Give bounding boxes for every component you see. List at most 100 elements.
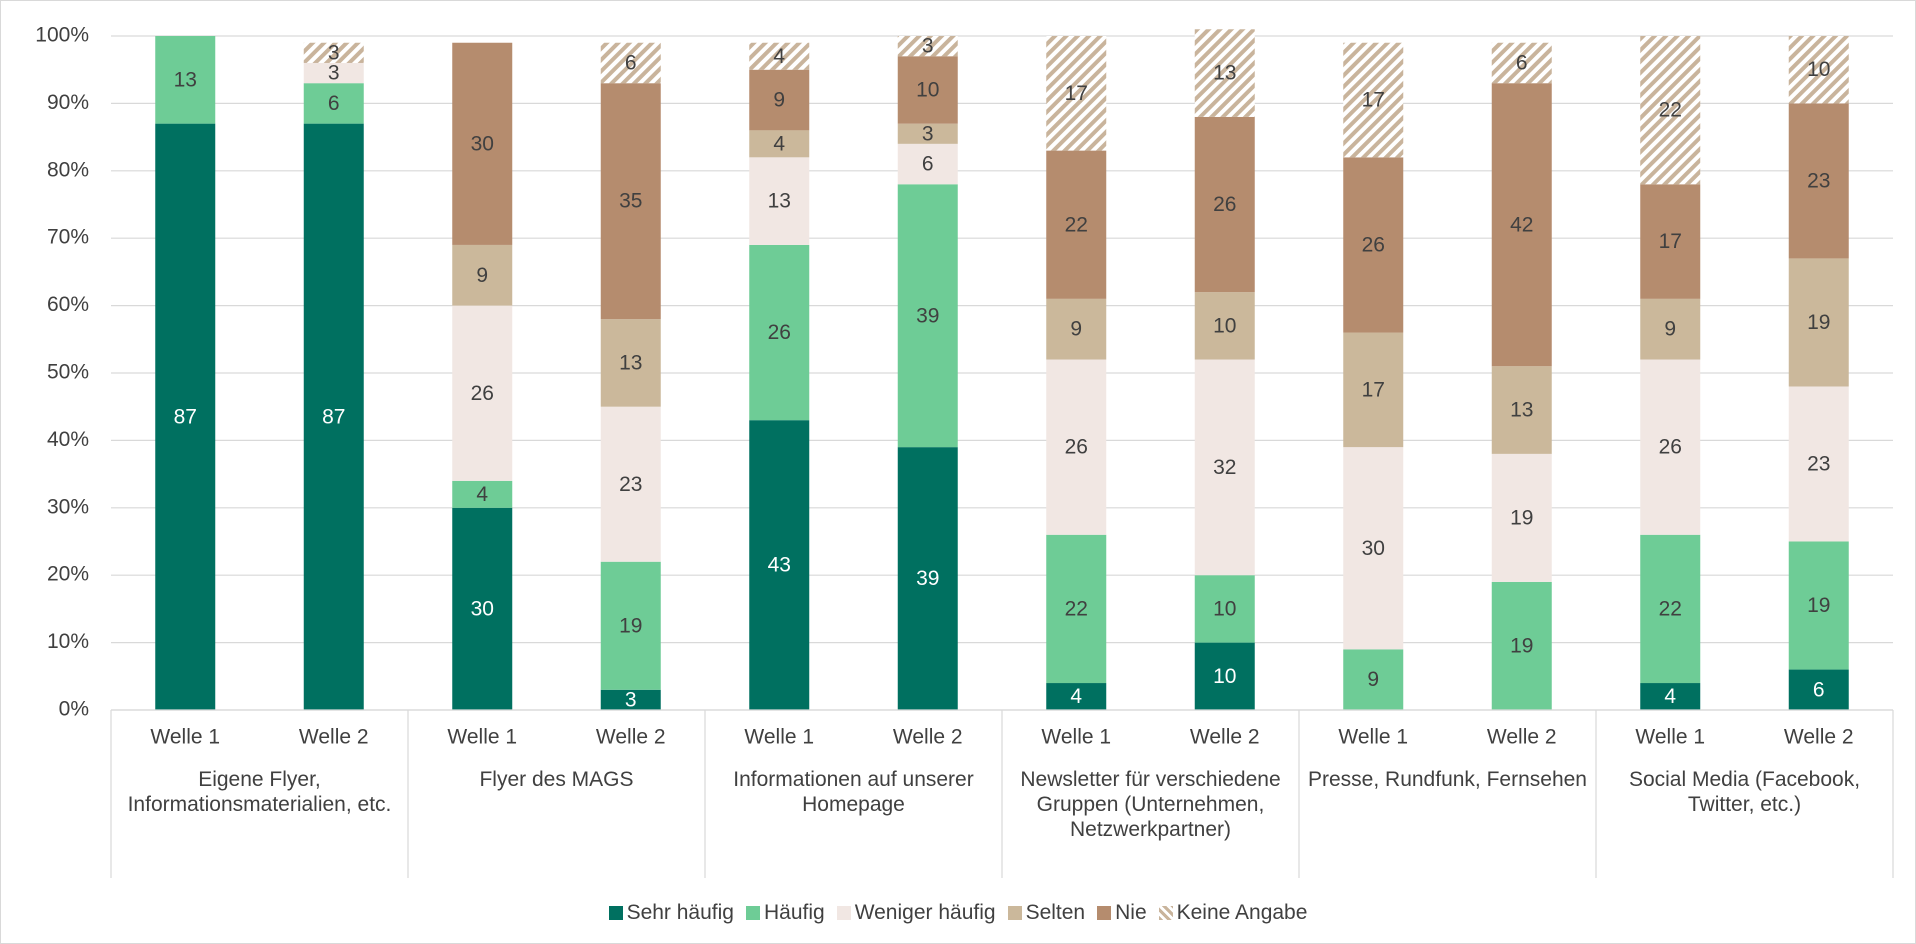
bar-segment	[1194, 292, 1255, 360]
data-label: 23	[1807, 169, 1830, 192]
bar-segment	[303, 42, 364, 63]
data-label: 17	[1362, 89, 1385, 112]
y-tick-label: 50%	[47, 361, 89, 384]
bar-segment	[1640, 683, 1701, 710]
bar-segment	[155, 36, 216, 124]
bar-segment	[452, 305, 513, 481]
data-label: 19	[1807, 594, 1830, 617]
group-label: Informationen auf unserer Homepage	[733, 768, 974, 816]
legend-label: Selten	[1025, 901, 1086, 924]
legend-label: Weniger häufig	[854, 901, 996, 924]
data-label: 42	[1510, 213, 1533, 236]
group-label: Flyer des MAGS	[479, 768, 634, 791]
bar-segment	[1640, 359, 1701, 535]
data-label: 4	[773, 45, 785, 68]
data-label: 22	[1659, 597, 1682, 620]
data-label: 30	[471, 597, 494, 620]
bar-segment	[155, 123, 216, 711]
x-tick-label: Welle 1	[1635, 726, 1705, 749]
bar-segment	[897, 36, 958, 57]
data-label: 17	[1659, 230, 1682, 253]
bar-segment	[1640, 36, 1701, 185]
data-label: 30	[1362, 537, 1385, 560]
y-tick-label: 40%	[47, 428, 89, 451]
x-tick-label: Welle 2	[1784, 726, 1854, 749]
bar-segment	[452, 42, 513, 245]
data-label: 6	[1516, 52, 1528, 75]
bar-segment	[897, 143, 958, 185]
bar-segment	[1788, 541, 1849, 670]
legend-label: Nie	[1115, 901, 1147, 924]
legend-item: Keine Angabe	[1158, 901, 1308, 925]
legend-item: Selten	[1007, 901, 1086, 925]
bar-segment	[600, 319, 661, 407]
bar-segment	[749, 244, 810, 421]
data-label: 4	[476, 483, 488, 506]
x-tick-label: Welle 2	[893, 726, 963, 749]
bar-segment	[749, 130, 810, 158]
bar-segment	[1788, 669, 1849, 710]
bar-segment	[1343, 649, 1404, 710]
legend-item: Häufig	[745, 901, 825, 925]
bar-segment	[1343, 157, 1404, 333]
legend-item: Sehr häufig	[608, 901, 734, 925]
bar-segment	[303, 83, 364, 124]
legend-label: Keine Angabe	[1176, 901, 1308, 924]
bar-segment	[600, 406, 661, 562]
data-label: 4	[773, 132, 785, 155]
bar-segment	[1194, 116, 1255, 293]
bar-segment	[1046, 298, 1107, 360]
y-tick-label: 80%	[47, 158, 89, 181]
bar-segment	[1788, 258, 1849, 387]
data-label: 3	[328, 41, 340, 64]
y-tick-label: 60%	[47, 293, 89, 316]
y-tick-label: 10%	[47, 630, 89, 653]
bar-segment	[749, 69, 810, 131]
data-label: 17	[1362, 378, 1385, 401]
legend-item: Nie	[1097, 901, 1147, 925]
bar-segment	[1640, 534, 1701, 684]
data-label: 22	[1065, 597, 1088, 620]
data-label: 6	[328, 92, 340, 115]
data-label: 26	[1065, 436, 1088, 459]
data-label: 9	[1070, 318, 1082, 341]
data-label: 19	[619, 614, 642, 637]
data-label: 26	[471, 382, 494, 405]
bar-segment	[1491, 453, 1552, 582]
bar-segment	[897, 123, 958, 144]
data-label: 6	[625, 52, 637, 75]
bar-segment	[1046, 359, 1107, 535]
data-label: 4	[1070, 685, 1082, 708]
bar-segment	[452, 480, 513, 508]
y-tick-label: 70%	[47, 226, 89, 249]
legend-swatch	[1158, 906, 1173, 920]
x-tick-label: Welle 2	[1190, 726, 1260, 749]
x-tick-label: Welle 1	[150, 726, 220, 749]
bar-segment	[1788, 386, 1849, 542]
bar-segment	[1194, 575, 1255, 643]
data-label: 32	[1213, 456, 1236, 479]
data-label: 9	[1664, 318, 1676, 341]
data-label: 39	[916, 304, 939, 327]
x-tick-label: Welle 2	[299, 726, 369, 749]
bar-segment	[452, 244, 513, 306]
data-label: 23	[1807, 453, 1830, 476]
data-label: 9	[773, 89, 785, 112]
data-label: 9	[476, 264, 488, 287]
bar-segment	[1491, 83, 1552, 367]
data-label: 3	[625, 688, 637, 711]
data-label: 10	[1807, 58, 1830, 81]
legend-swatch	[1007, 906, 1022, 920]
data-label: 22	[1065, 213, 1088, 236]
group-label: Social Media (Facebook, Twitter, etc.)	[1628, 768, 1861, 816]
data-label: 13	[619, 351, 642, 374]
data-label: 3	[922, 122, 934, 145]
data-label: 43	[768, 554, 791, 577]
data-label: 10	[1213, 314, 1236, 337]
bar-segment	[303, 123, 364, 711]
bar-segment	[1046, 683, 1107, 710]
data-label: 6	[1813, 678, 1825, 701]
legend-swatch	[1097, 906, 1112, 920]
bar-segment	[1046, 150, 1107, 299]
